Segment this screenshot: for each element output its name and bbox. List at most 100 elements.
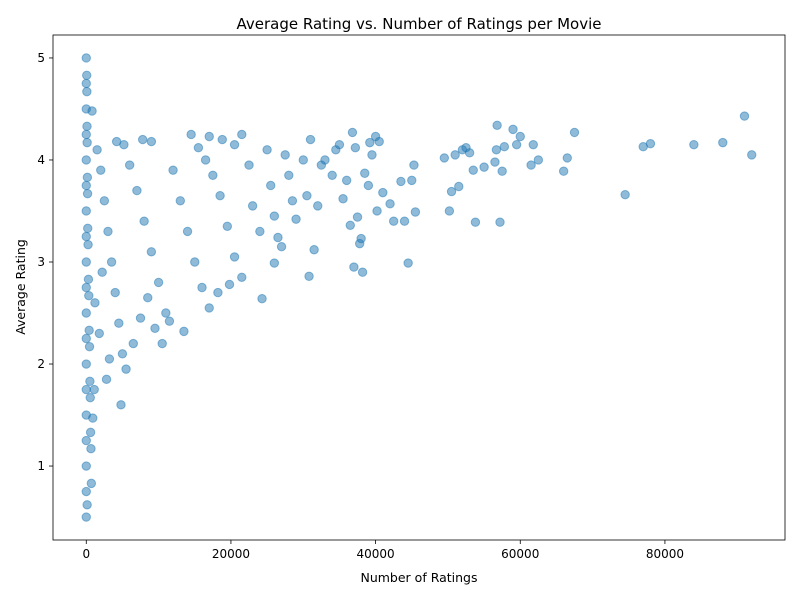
points-layer	[81, 53, 757, 522]
data-point	[97, 267, 107, 277]
data-point	[161, 308, 171, 318]
data-point	[620, 189, 630, 200]
data-point	[208, 170, 218, 180]
data-point	[689, 139, 699, 150]
data-point	[255, 226, 265, 237]
data-point	[128, 338, 138, 349]
data-point	[96, 165, 106, 175]
data-point	[157, 338, 167, 349]
data-point	[81, 512, 91, 522]
data-point	[747, 150, 757, 160]
data-point	[193, 143, 204, 153]
data-point	[347, 127, 358, 138]
data-point	[363, 180, 374, 191]
data-point	[439, 153, 450, 163]
data-point	[499, 142, 510, 152]
data-point	[237, 272, 247, 282]
data-point	[558, 166, 569, 176]
data-point	[495, 217, 505, 227]
data-point	[454, 181, 464, 192]
data-point	[124, 160, 135, 170]
x-tick-label: 20000	[212, 547, 250, 561]
y-tick-label: 5	[37, 51, 45, 65]
data-point	[81, 231, 91, 242]
data-point	[81, 486, 91, 497]
data-point	[237, 129, 247, 140]
data-point	[175, 196, 186, 206]
data-point	[81, 129, 91, 140]
data-point	[87, 106, 97, 116]
data-point	[490, 157, 500, 167]
data-point	[528, 139, 538, 150]
data-point	[106, 257, 117, 267]
data-point	[81, 308, 91, 318]
data-point	[84, 341, 95, 352]
data-point	[82, 188, 93, 199]
data-point	[444, 206, 455, 216]
data-point	[81, 461, 91, 471]
data-point	[132, 185, 142, 196]
data-point	[352, 212, 363, 222]
data-point	[182, 226, 193, 237]
data-point	[101, 374, 112, 385]
y-tick-label: 3	[37, 255, 45, 269]
data-point	[349, 262, 359, 272]
data-point	[164, 316, 175, 326]
data-point	[215, 190, 225, 201]
data-point	[168, 165, 178, 175]
data-point	[81, 435, 91, 446]
data-point	[269, 258, 280, 268]
data-point	[86, 443, 96, 454]
data-point	[338, 194, 348, 204]
data-point	[396, 176, 406, 187]
data-point	[81, 333, 91, 344]
data-point	[304, 271, 314, 281]
data-point	[153, 277, 164, 288]
y-tick-label: 1	[37, 459, 45, 473]
data-point	[229, 139, 240, 150]
data-point	[515, 131, 525, 142]
data-point	[320, 155, 330, 165]
data-point	[204, 131, 214, 142]
data-point	[85, 427, 96, 438]
data-point	[82, 137, 92, 148]
data-point	[357, 267, 368, 277]
data-point	[94, 328, 104, 339]
data-point	[562, 153, 572, 163]
axes-layer: 0 20000 40000 60000 80000 1 2 3 4 5	[37, 34, 786, 561]
data-point	[511, 139, 522, 150]
data-point	[350, 143, 361, 153]
data-point	[222, 221, 233, 231]
data-point	[200, 155, 211, 165]
data-point	[81, 384, 91, 395]
data-point	[492, 120, 502, 130]
data-point	[146, 247, 157, 257]
data-point	[309, 245, 319, 255]
data-point	[385, 199, 395, 209]
data-point	[491, 145, 502, 155]
data-point	[82, 500, 92, 510]
data-point	[190, 257, 200, 267]
data-point	[508, 124, 518, 135]
data-point	[92, 145, 102, 155]
data-point	[86, 478, 97, 489]
data-point	[269, 211, 280, 221]
x-tick-label: 0	[82, 547, 90, 561]
data-point	[114, 318, 124, 328]
x-tick-label: 40000	[357, 547, 395, 561]
data-point	[90, 298, 100, 308]
data-point	[341, 175, 352, 186]
data-point	[111, 136, 122, 147]
data-point	[204, 303, 214, 313]
data-point	[399, 216, 410, 226]
data-point	[645, 138, 656, 149]
data-point	[82, 70, 92, 81]
data-point	[470, 217, 481, 227]
data-point	[85, 392, 95, 403]
data-point	[464, 148, 475, 158]
chart-title: Average Rating vs. Number of Ratings per…	[237, 15, 602, 33]
data-point	[450, 150, 460, 160]
data-point	[229, 252, 240, 262]
data-point	[121, 364, 131, 374]
data-point	[367, 150, 377, 160]
